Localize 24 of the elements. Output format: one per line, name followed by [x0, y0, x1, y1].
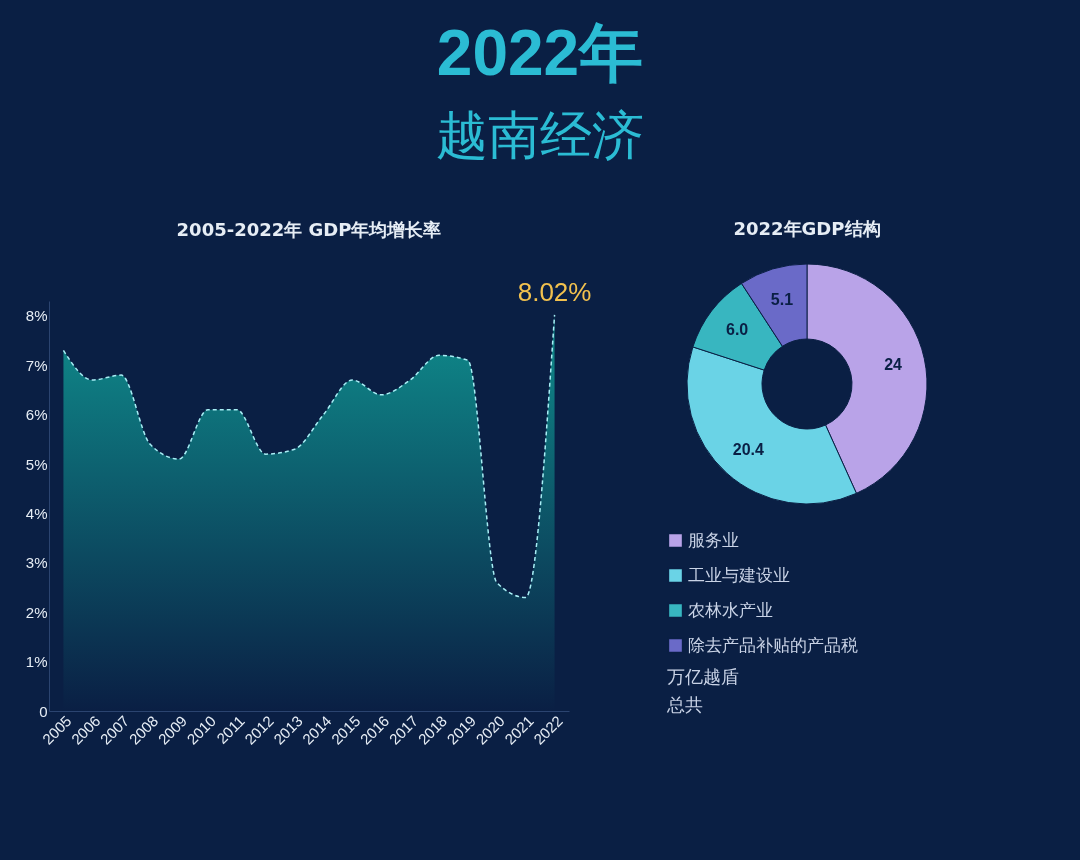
chart-title: 2005-2022年 GDP年均增长率	[176, 218, 442, 240]
data-label: 5.1	[770, 290, 794, 308]
data-label: 6.0	[726, 321, 749, 339]
data-label: 20.4	[732, 440, 764, 458]
y-tick-label: 0	[39, 702, 48, 720]
chart-title: 2022年GDP结构	[733, 218, 881, 239]
y-tick-label: 3%	[25, 554, 48, 572]
text: 总共	[667, 693, 704, 717]
text: 万亿越盾	[667, 665, 740, 689]
y-tick-label: 6%	[25, 406, 48, 424]
data-label: 24	[884, 356, 903, 374]
y-tick-label: 8%	[25, 307, 48, 325]
data-label: 8.02%	[517, 276, 592, 307]
y-tick-label: 2%	[25, 603, 48, 621]
legend-label: 除去产品补贴的产品税	[688, 634, 858, 655]
legend-label: 工业与建设业	[688, 564, 790, 585]
y-tick-label: 7%	[25, 356, 48, 374]
y-tick-label: 4%	[25, 504, 48, 522]
text: 越南经济	[435, 104, 645, 167]
y-tick-label: 1%	[25, 653, 48, 671]
text: 2022年	[435, 16, 645, 91]
y-tick-label: 5%	[25, 455, 48, 473]
legend-label: 农林水产业	[688, 599, 773, 620]
legend-label: 服务业	[688, 529, 739, 550]
